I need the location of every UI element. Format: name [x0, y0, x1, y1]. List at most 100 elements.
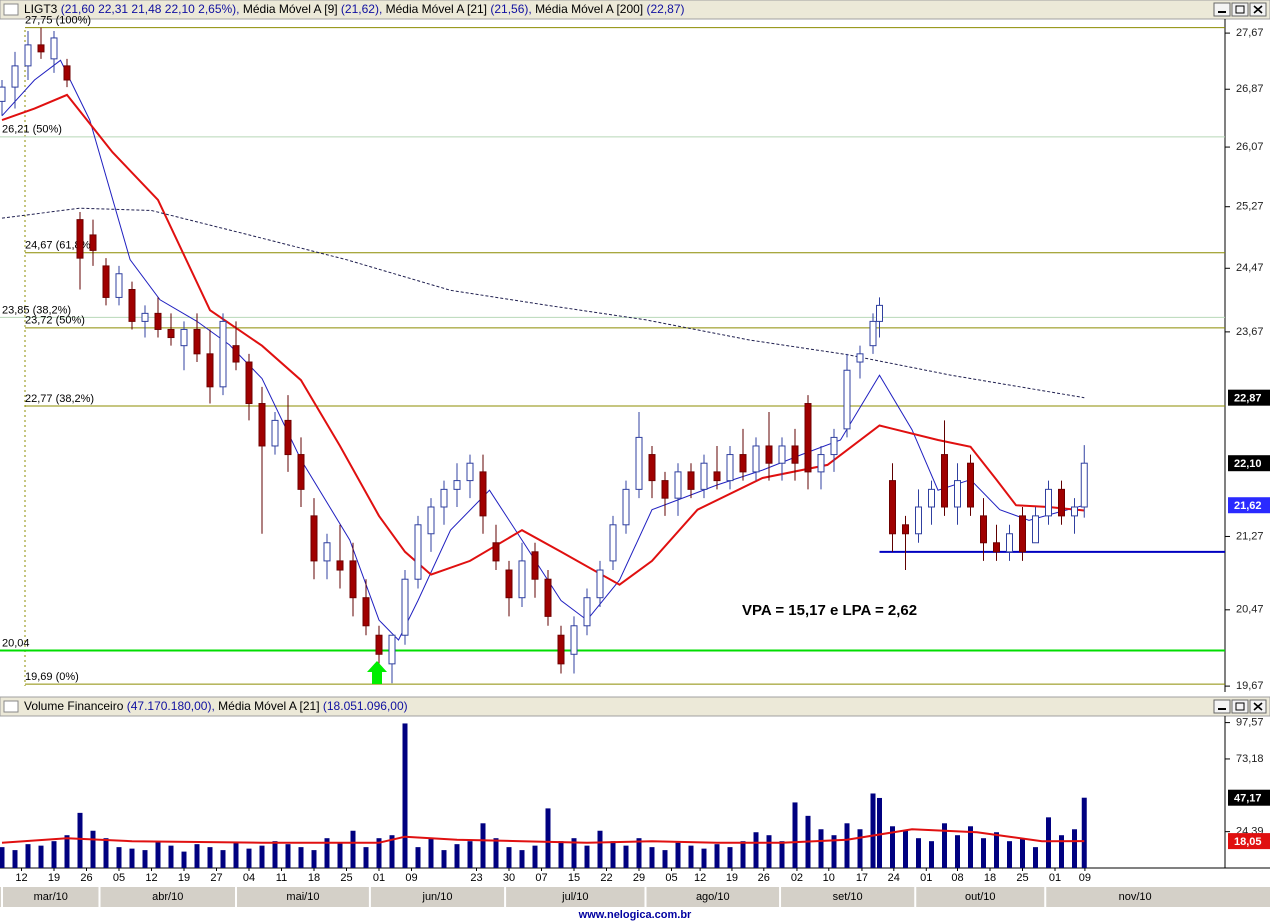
volume-bar — [623, 845, 629, 868]
window-buttons — [1213, 2, 1267, 17]
month-label: jun/10 — [422, 891, 453, 903]
candle-body — [752, 445, 760, 473]
volume-bar — [545, 808, 551, 868]
volume-bar — [1072, 829, 1077, 868]
x-tick-label: 09 — [405, 872, 417, 884]
volume-bar — [272, 841, 278, 868]
month-label: mai/10 — [286, 891, 319, 903]
volume-bar — [415, 847, 421, 868]
volume-bar — [428, 838, 434, 868]
x-tick-label: 26 — [758, 872, 770, 884]
price-marker-label: 22,87 — [1234, 393, 1262, 405]
x-tick-label: 12 — [15, 872, 27, 884]
volume-bar — [701, 848, 707, 868]
candle-body — [505, 569, 513, 599]
minimize-button[interactable] — [1213, 2, 1231, 17]
candle-body — [856, 353, 864, 363]
candle-body — [1006, 533, 1013, 553]
candle-body — [661, 480, 669, 499]
volume-bar — [311, 850, 317, 868]
candle-body — [1080, 462, 1088, 508]
maximize-button[interactable] — [1231, 699, 1249, 714]
moving-average — [1, 59, 1085, 641]
legend-value: (21,62), — [341, 2, 382, 16]
candle-body — [401, 578, 409, 636]
y-tick-label: 24,47 — [1236, 262, 1264, 274]
y-tick-label: 26,07 — [1236, 141, 1264, 153]
volume-bar — [77, 812, 83, 868]
legend-value: (21,56), — [490, 2, 531, 16]
y-tick-label: 97,57 — [1236, 717, 1264, 729]
candle-body — [76, 219, 84, 259]
y-tick-label: 23,67 — [1236, 326, 1264, 338]
x-tick-label: 26 — [80, 872, 92, 884]
volume-bar — [220, 850, 226, 868]
volume-bar — [903, 830, 908, 868]
x-tick-label: 11 — [276, 872, 287, 884]
candle-body — [37, 44, 45, 53]
maximize-glyph — [1235, 5, 1245, 14]
x-tick-label: 05 — [665, 872, 677, 884]
volume-bar — [12, 850, 18, 868]
fib-level-label: 23,72 (50%) — [25, 315, 85, 327]
volume-bar — [844, 823, 850, 868]
candle-body — [128, 289, 136, 322]
candle-body — [869, 320, 877, 347]
candle-body — [492, 542, 500, 562]
price-marker-label: 47,17 — [1234, 793, 1262, 805]
volume-bar — [1081, 797, 1087, 868]
x-tick-label: 15 — [568, 872, 580, 884]
candle-body — [583, 597, 591, 627]
candle-body — [258, 403, 266, 447]
month-label: set/10 — [833, 891, 863, 903]
buy-arrow — [367, 661, 387, 684]
volume-bar — [610, 841, 616, 868]
volume-bar — [51, 841, 57, 868]
window-icon — [3, 700, 19, 713]
y-tick-label: 20,47 — [1236, 604, 1264, 616]
volume-bar — [792, 802, 798, 868]
volume-bar — [1020, 838, 1025, 868]
candle-body — [876, 304, 883, 322]
month-label: jul/10 — [561, 891, 588, 903]
footer: www.nelogica.com.br — [578, 909, 692, 921]
volume-bar — [64, 835, 70, 868]
legend-name: Média Móvel A [200] — [535, 2, 643, 16]
volume-header: Volume Financeiro (47.170.180,00), Média… — [24, 699, 408, 713]
volume-bar — [194, 844, 200, 868]
x-tick-label: 19 — [726, 872, 738, 884]
x-tick-label: 07 — [535, 872, 547, 884]
volume-bar — [955, 835, 960, 868]
maximize-button[interactable] — [1231, 2, 1249, 17]
candle-body — [804, 403, 812, 473]
volume-bar — [363, 847, 369, 868]
x-tick-label: 29 — [633, 872, 645, 884]
x-tick-label: 12 — [694, 872, 706, 884]
candle-body — [479, 471, 487, 517]
volume-bar — [324, 838, 330, 868]
y-tick-label: 21,27 — [1236, 530, 1264, 542]
x-tick-label: 17 — [856, 872, 868, 884]
volume-bar — [0, 847, 5, 868]
price-marker — [1228, 389, 1270, 406]
x-tick-label: 22 — [600, 872, 612, 884]
volume-bar — [376, 838, 382, 868]
candle-body — [375, 634, 383, 655]
candle-body — [765, 445, 773, 464]
fib-level-label: 24,67 (61,8%) — [25, 240, 94, 252]
volume-bar — [753, 832, 759, 868]
volume-bar — [727, 847, 733, 868]
x-tick-label: 01 — [920, 872, 932, 884]
window-buttons — [1213, 699, 1267, 714]
x-tick-label: 23 — [470, 872, 482, 884]
volume-bar — [90, 830, 96, 868]
volume-bar — [337, 842, 343, 868]
minimize-button[interactable] — [1213, 699, 1231, 714]
candle-body — [941, 454, 948, 508]
x-tick-label: 19 — [178, 872, 190, 884]
volume-bar — [389, 835, 395, 868]
volume-bar — [831, 835, 837, 868]
candle-body — [297, 454, 305, 490]
volume-bar — [649, 847, 655, 868]
